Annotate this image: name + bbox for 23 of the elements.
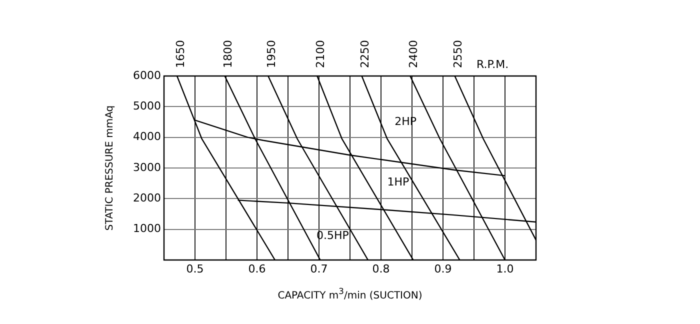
y-tick-label: 2000 (133, 192, 161, 205)
x-tick-label: 0.7 (310, 262, 328, 276)
y-tick-label: 6000 (133, 68, 161, 82)
text: R.P.M. (476, 58, 509, 71)
y-tick-label: 5000 (133, 100, 161, 113)
text: 2400 (407, 40, 420, 68)
text: 2550 (452, 40, 465, 68)
x-axis-title: CAPACITY m$^{3}$/min (SUCTION) (276, 286, 424, 302)
x-tick-label: 0.5 (186, 262, 204, 276)
annotation: 1HP (387, 176, 410, 189)
text: 1800 (222, 40, 235, 68)
x-tick-label: 0.8 (372, 262, 390, 276)
y-axis-title: STATIC PRESSURE mmAq (104, 105, 116, 231)
y-tick-label: 4000 (133, 130, 161, 144)
x-tick-label: 0.6 (248, 262, 266, 276)
text: 1650 (174, 40, 187, 68)
x-tick-label: 1.0 (496, 262, 514, 276)
x-tick-label: 0.9 (434, 262, 452, 276)
text: 2250 (358, 40, 372, 68)
text: 1950 (265, 40, 278, 68)
y-tick-label: 1000 (133, 222, 161, 236)
text: 2100 (314, 40, 327, 68)
y-tick-label: 3000 (133, 160, 161, 174)
